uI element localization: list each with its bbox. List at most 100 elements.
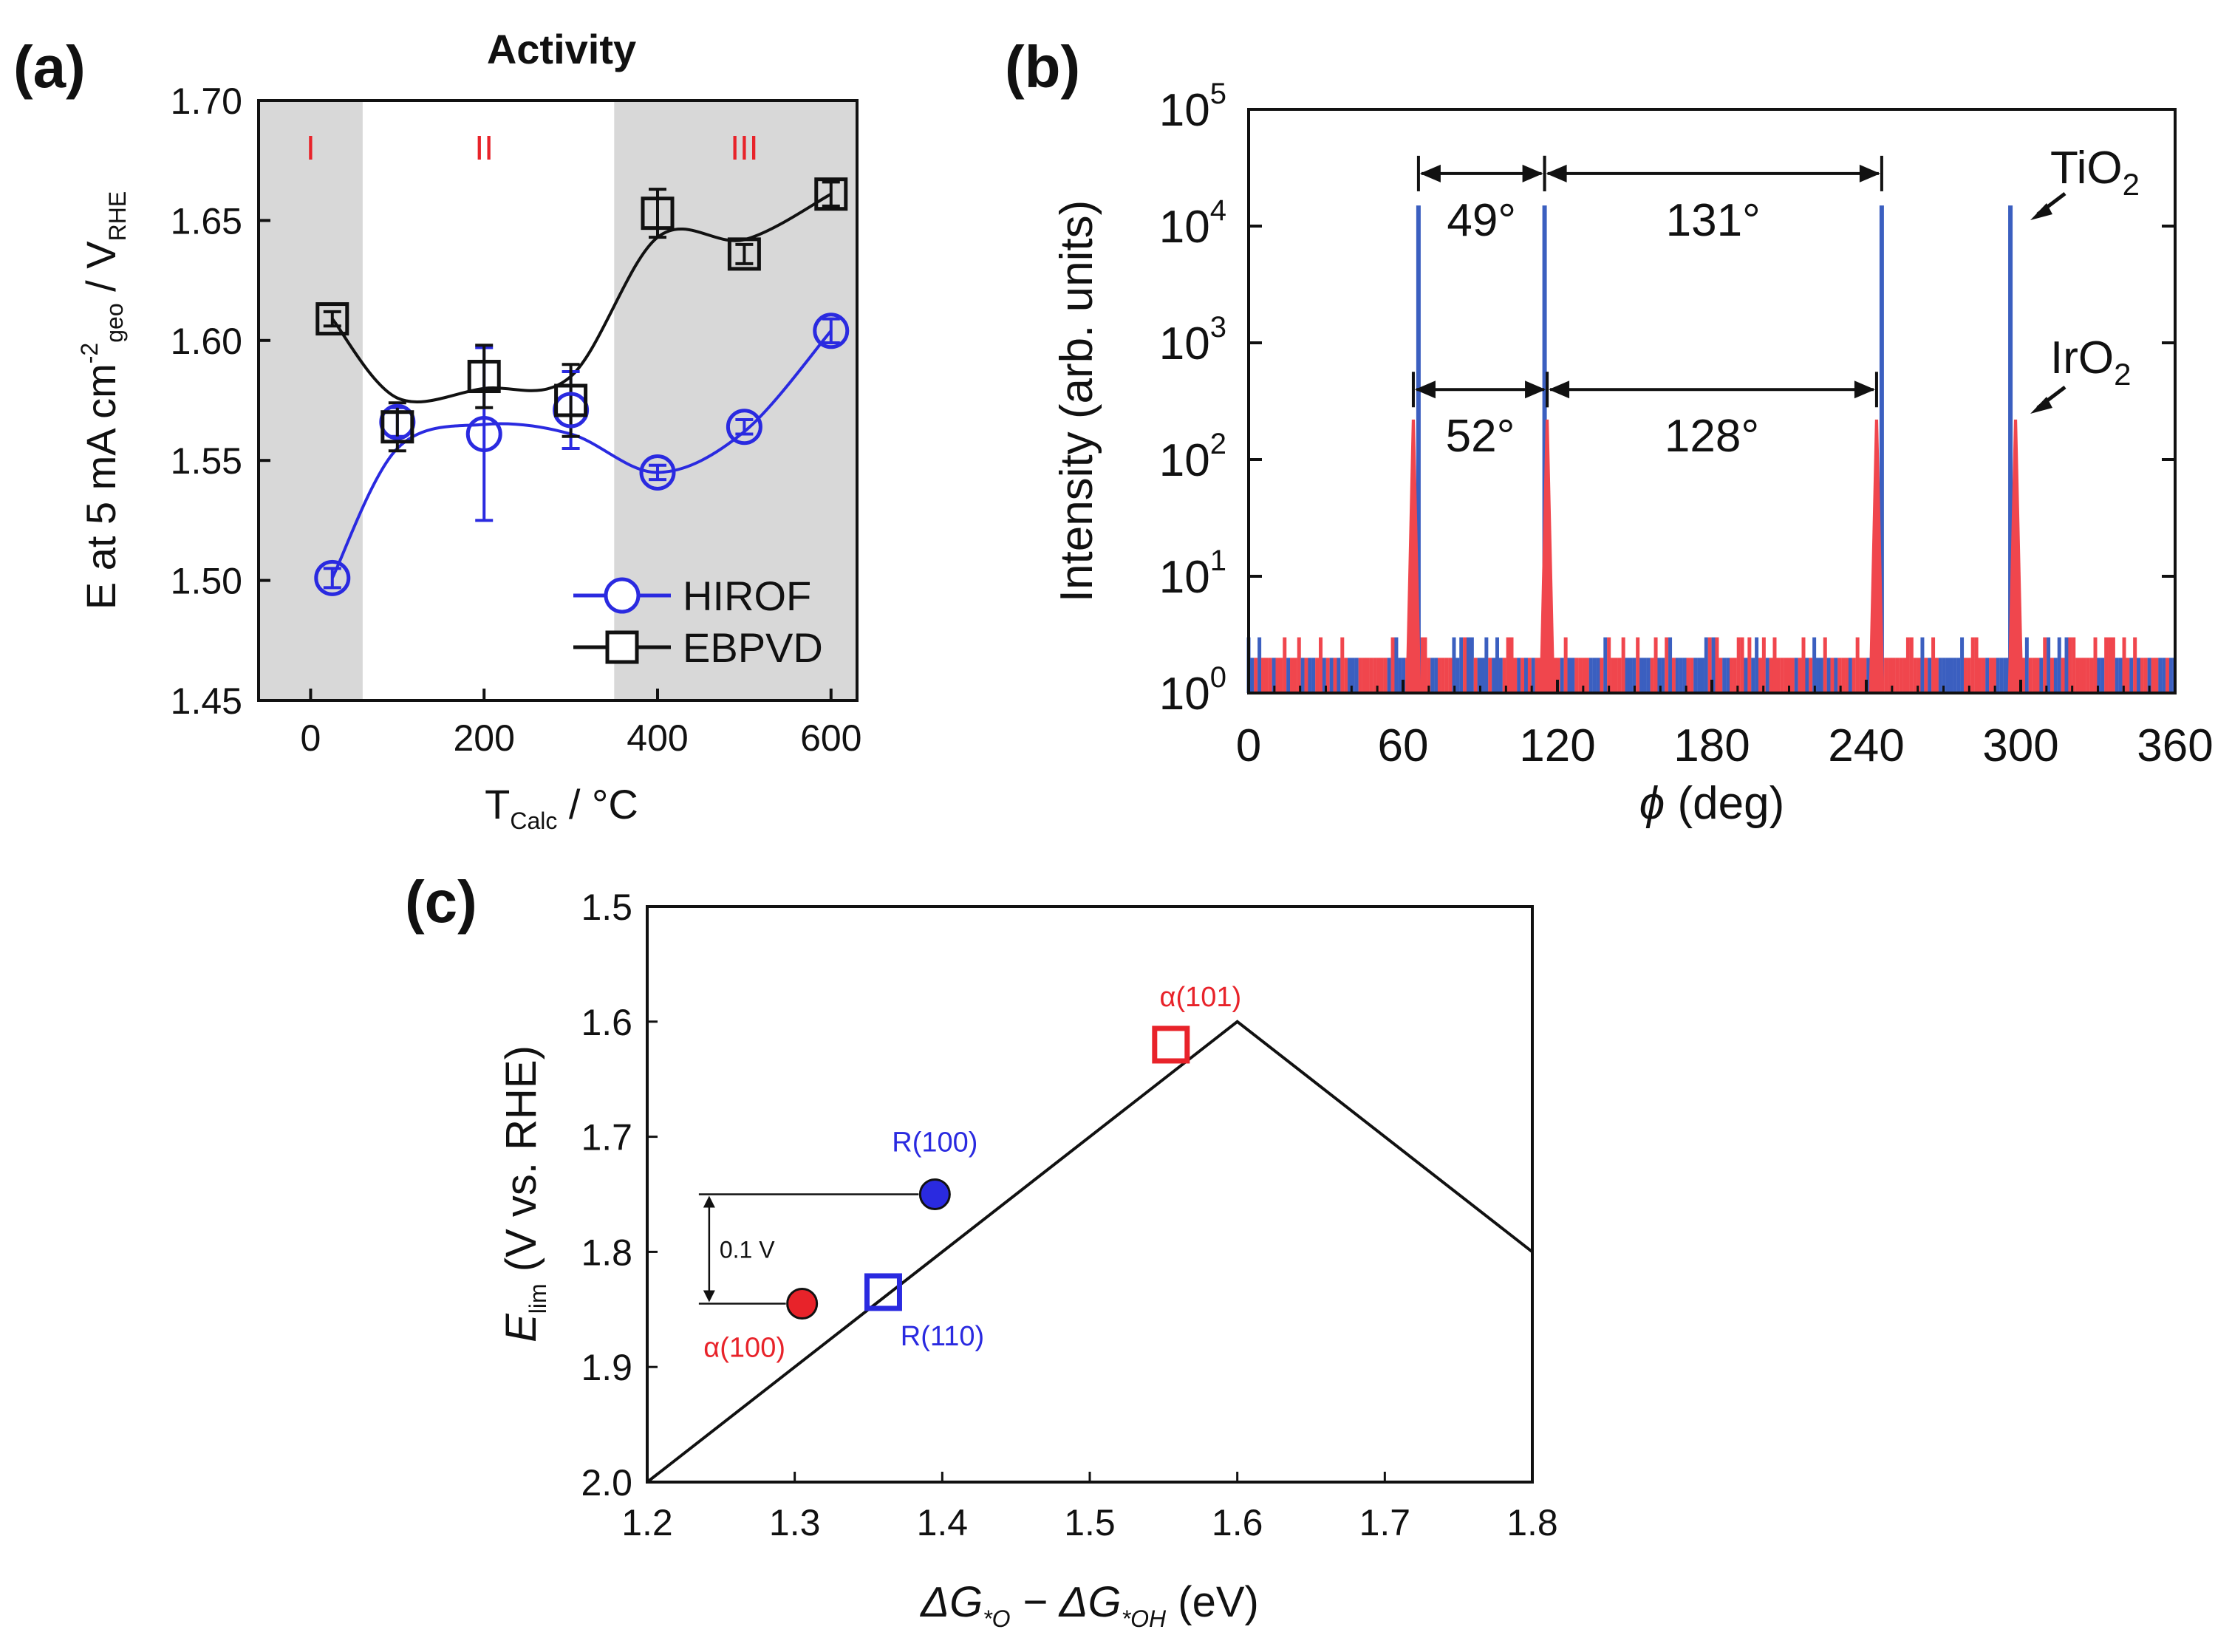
angle-label: 128° [1665,411,1759,462]
x-tick-label: 0 [301,717,321,759]
x-tick-label: 200 [453,717,514,759]
y-tick-label: 1.45 [171,680,242,722]
panel-c-ylabel-p1: E [497,1313,545,1342]
x-tick-label: 1.6 [1212,1502,1263,1543]
panel-a-xlabel-rest: / °C [557,781,638,827]
arrow-head [1525,380,1546,399]
iro2-peak [1539,419,1555,693]
point-label: α(100) [703,1333,785,1364]
y-tick-label: 1.60 [171,321,242,362]
y-tick-exponent: 0 [1210,661,1226,694]
region-shade [259,100,363,700]
arrow-head [1522,164,1543,182]
panel-c-ylabel-p2: (V vs. RHE) [497,1045,545,1283]
y-tick-label: 1.5 [581,887,632,928]
panel-b-xlabel-symbol: ϕ [1639,778,1665,829]
y-tick-label: 102 [1159,428,1226,486]
data-point-hirof [726,409,762,446]
x-tick-label: 1.3 [769,1502,821,1543]
x-tick-label: 300 [1982,720,2058,771]
panel-b-annotations: 49° 131° 52° 128° [1411,155,1883,462]
panel-c-xlabel-p3: (eV) [1166,1578,1259,1626]
y-tick-label: 104 [1159,194,1226,253]
legend-label-ebpvd: EBPVD [683,624,823,671]
arrow-head [1546,164,1567,182]
panel-a-ylabel-p2: geo [101,303,128,342]
panel-c-xlabel-p1: ΔG [919,1578,983,1626]
x-tick-label: 120 [1519,720,1595,771]
iro2-peak [1868,419,1885,693]
panel-b-xlabel-rest: (deg) [1665,778,1784,829]
legend-entry-hirof: HIROF [573,573,811,619]
y-tick-label: 2.0 [581,1462,632,1503]
y-tick-label: 1.50 [171,561,242,602]
y-tick-base: 10 [1159,85,1210,136]
arrow-head [1859,164,1880,182]
tio2-label: TiO2 [2050,143,2140,202]
y-tick-base: 10 [1159,669,1210,720]
data-point-hirof [465,415,502,452]
panel-a-errorbars [323,180,840,590]
panel-b-label: (b) [1005,34,1080,100]
panel-c-label: (c) [405,869,477,935]
panel-c-ylabel: Elim (V vs. RHE) [497,1045,551,1342]
y-tick-label: 1.70 [171,81,242,122]
y-tick-base: 10 [1159,552,1210,603]
panel-a-ylabel-sup: -2 [76,343,103,363]
panel-a-markers [314,177,850,596]
x-tick-label: 600 [800,717,861,759]
data-point-square [864,1273,902,1311]
point-label: R(110) [901,1321,984,1352]
x-tick-label: 60 [1378,720,1429,771]
panel-c: (c) 0.1 V α(100)R(100)R(110)α(101) 1.2 1.… [405,869,1558,1632]
panel-c-xlabel: ΔG*O − ΔG*OH (eV) [919,1578,1259,1632]
legend-square-marker [605,630,639,664]
bracket-label: 0.1 V [720,1237,775,1263]
y-tick-label: 103 [1159,311,1226,369]
x-tick-label: 1.7 [1359,1502,1411,1543]
panel-a-ylabel-p4: RHE [104,191,131,242]
iro2-arrow [2030,386,2067,414]
data-point-hirof [813,313,850,349]
arrow-head [703,1195,715,1208]
panel-a-xlabel: TCalc / °C [485,781,638,834]
region-label: I [306,129,315,167]
y-tick-label: 1.55 [171,440,242,482]
legend-entry-ebpvd: EBPVD [573,624,823,671]
panel-a-label: (a) [13,34,86,100]
panel-c-ylabel-sub: lim [525,1283,551,1314]
y-tick-label: 1.9 [581,1347,632,1388]
iro2-peak [2007,419,2024,693]
panel-c-ticks: 1.2 1.3 1.4 1.5 1.6 1.7 1.8 1.5 1.6 1.7 1.8 1.9 2.0 [581,887,1557,1543]
x-tick-label: 1.4 [917,1502,969,1543]
y-tick-base: 10 [1159,318,1210,369]
iro2-peak [1405,419,1422,693]
tio2-label-main: TiO [2050,143,2123,194]
y-tick-label: 1.65 [171,200,242,242]
arrow-head [1549,380,1570,399]
panel-a-legend: HIROF EBPVD [573,573,823,671]
iro2-label-sub: 2 [2114,357,2131,392]
data-point-ebpvd [641,197,675,231]
iro2-label: IrO2 [2050,332,2131,392]
data-point-ebpvd [554,383,588,417]
y-tick-base: 10 [1159,202,1210,253]
panel-c-volcano [646,1020,1534,1484]
panel-c-bracket: 0.1 V [698,1193,919,1305]
panel-a-title: Activity [487,26,636,72]
panel-c-xlabel-s1: *O [983,1605,1010,1632]
arrow-head [1414,380,1436,399]
data-point-ebpvd [727,237,761,271]
data-point-hirof [639,454,676,491]
panel-a: (a) Activity I II III 0 200 400 6001.451.501.… [13,26,862,834]
panel-b-xlabel: ϕ (deg) [1639,778,1784,829]
panel-a-xlabel-sub: Calc [510,808,557,834]
x-tick-label: 400 [627,717,688,759]
point-label: α(101) [1159,982,1241,1013]
x-tick-label: 0 [1236,720,1261,771]
panel-a-ylabel: E at 5 mA cm-2geo / VRHE [76,191,131,610]
data-point-hirof [314,559,351,596]
angle-label: 52° [1446,411,1515,462]
panel-a-ticks: 0 200 400 600 1.45 1.50 1.55 1.60 1.65 1.70 [171,81,862,759]
